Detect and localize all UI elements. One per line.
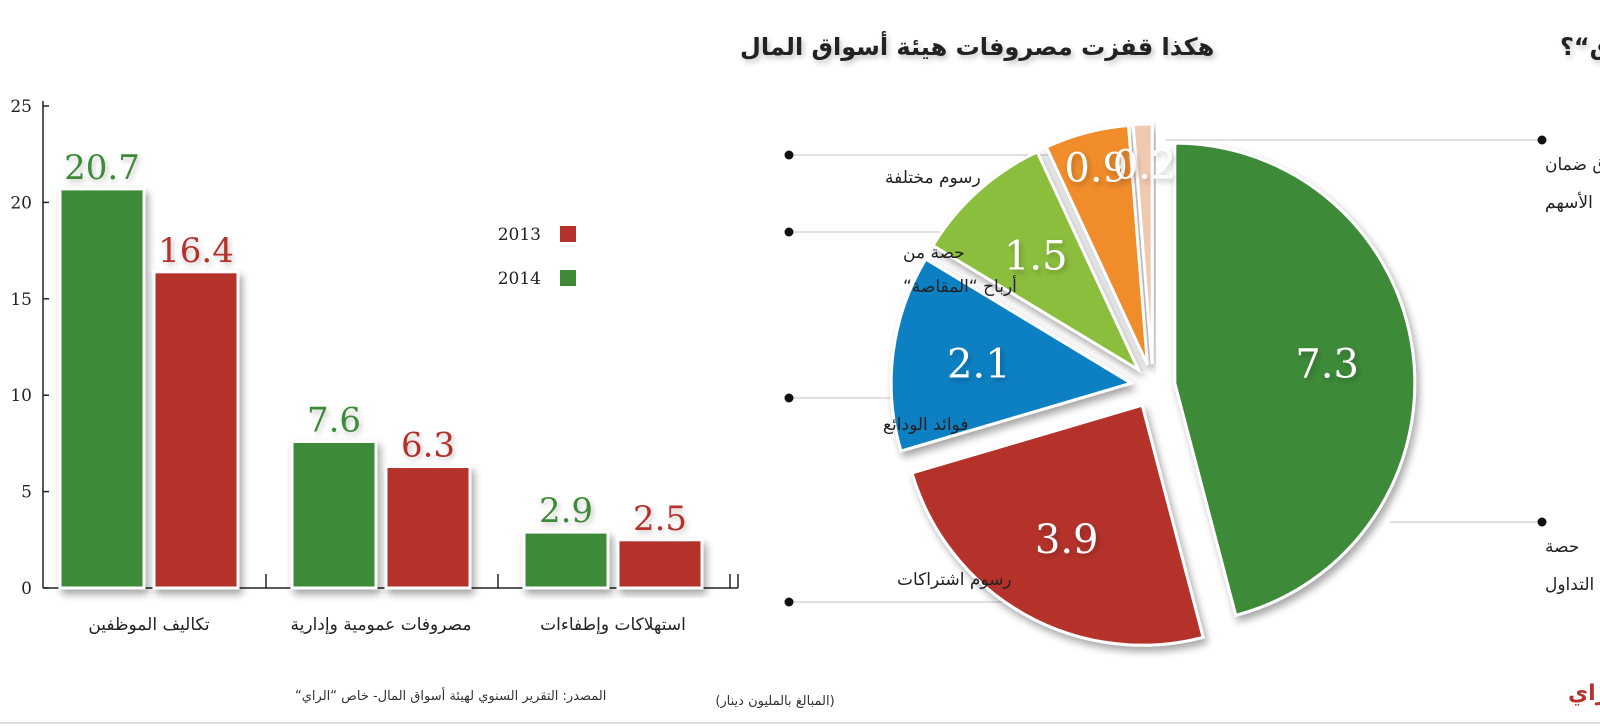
pie-value-misc: 0.9 <box>1064 146 1128 192</box>
alrai-logo: الراي <box>1568 681 1600 706</box>
footer: المصدر: التقرير السنوي لهيئة أسواق المال… <box>0 681 1600 724</box>
slice-label-guarantee: صندوق ضمان <box>1545 155 1600 175</box>
pie-slice-subscriptions <box>910 403 1205 647</box>
leader-dot-trading <box>1537 517 1547 527</box>
pie-slice-misc <box>1044 123 1149 366</box>
pie-slice-guarantee <box>1131 122 1154 365</box>
pie-slice-clearing <box>930 149 1142 374</box>
legend-label-2014: 2014 <box>498 269 541 289</box>
pie-value-clearing: 1.5 <box>1004 233 1068 279</box>
expenses-bar-chart: هكذا قفزت مصروفات هيئة أسواق المال 0 5 10 1… <box>10 31 1214 635</box>
pie-slice-labels: حصة في عمولة التداول رسوم اشتراكات فوائد ال… <box>883 155 1600 595</box>
bars: 20.7 16.4 7.6 6.3 2.9 2.5 <box>58 148 704 590</box>
slice-label-guarantee: الأسهم <box>1545 192 1593 213</box>
bar-2014 <box>290 439 378 590</box>
pie-slices <box>889 122 1417 647</box>
leader-dot-deposits <box>784 393 794 403</box>
bar-2014 <box>58 187 146 590</box>
bar-value-label: 2.9 <box>539 491 593 531</box>
slice-label-trading: في عمولة التداول <box>1545 575 1600 595</box>
slice-label-misc: رسوم مختلفة <box>885 168 981 188</box>
leader-dot-clearing <box>784 227 794 237</box>
category-label: تكاليف الموظفين <box>88 615 210 635</box>
y-tick-label: 15 <box>10 290 32 310</box>
bar-value-label: 2.5 <box>633 499 687 539</box>
slice-label-trading: حصة <box>1545 537 1579 557</box>
category-labels: تكاليف الموظفين مصروفات عمومية وإدارية است… <box>88 574 739 635</box>
category-label: استهلاكات وإطفاءات <box>540 615 686 635</box>
bar-2013 <box>384 465 472 590</box>
bar-legend: 2013 2014 <box>498 225 576 289</box>
revenue-pie-chart: من أين تأتي الإيرادات إلى “هيئة الأسواق“… <box>784 31 1600 647</box>
category-label: مصروفات عمومية وإدارية <box>291 615 472 635</box>
y-tick-label: 20 <box>10 193 32 213</box>
pie-value-labels: 7.3 3.9 2.1 1.5 0.90.2 <box>947 142 1359 562</box>
source-note: المصدر: التقرير السنوي لهيئة أسواق المال… <box>295 687 606 704</box>
bar-chart-title: هكذا قفزت مصروفات هيئة أسواق المال <box>740 31 1214 61</box>
y-tick-label: 10 <box>10 386 32 406</box>
y-tick-label: 25 <box>10 97 32 117</box>
pie-value-guarantee: 0.2 <box>1113 142 1177 188</box>
legend-label-2013: 2013 <box>498 225 541 245</box>
pie-value-trading: 7.3 <box>1295 342 1359 388</box>
unit-note: (المبالغ بالمليون دينار) <box>715 694 834 709</box>
slice-label-deposits: فوائد الودائع <box>883 415 968 435</box>
legend-swatch-2013 <box>560 226 576 242</box>
slice-label-subscriptions: رسوم اشتراكات <box>897 570 1012 590</box>
bar-value-label: 16.4 <box>158 231 234 271</box>
pie-value-deposits: 2.1 <box>947 342 1011 388</box>
slice-label-clearing: أرباح “المقاصة“ <box>903 275 1017 297</box>
bar-2013 <box>616 538 704 590</box>
bar-2013 <box>152 270 240 590</box>
pie-slice-deposits <box>889 257 1135 453</box>
legend-swatch-2014 <box>560 270 576 286</box>
leader-dot-subscriptions <box>784 597 794 607</box>
slice-label-clearing: حصة من <box>903 243 965 263</box>
bar-value-label: 20.7 <box>64 148 140 188</box>
y-axis-ticks: 0 5 10 15 20 25 <box>10 97 49 599</box>
leader-dot-misc <box>784 150 794 160</box>
bar-value-label: 6.3 <box>401 426 455 466</box>
pie-chart-title: من أين تأتي الإيرادات إلى “هيئة الأسواق“… <box>1560 31 1600 61</box>
bar-2014 <box>522 530 610 590</box>
y-tick-label: 5 <box>21 483 32 503</box>
bar-value-label: 7.6 <box>307 400 361 440</box>
pie-slice-trading <box>1173 141 1417 618</box>
leader-dot-guarantee <box>1537 135 1547 145</box>
pie-value-subscriptions: 3.9 <box>1035 517 1099 563</box>
y-tick-label: 0 <box>21 579 32 599</box>
